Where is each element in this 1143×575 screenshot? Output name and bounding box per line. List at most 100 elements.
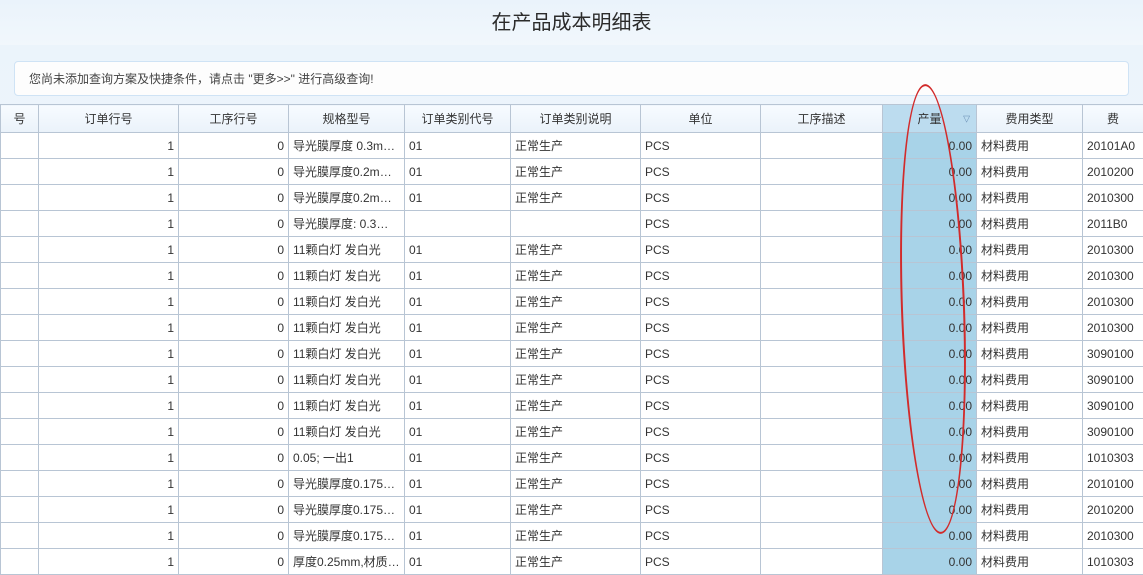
cell-col4: 01 [405, 393, 511, 419]
col-header-col0[interactable]: 号 [1, 105, 39, 133]
cell-col4: 01 [405, 523, 511, 549]
cell-col10: 2010200 [1083, 159, 1143, 185]
cell-col8: 0.00 [883, 549, 977, 575]
table-row[interactable]: 1011颗白灯 发白光01正常生产PCS0.00材料费用2010300 [1, 237, 1143, 263]
table-row[interactable]: 10导光膜厚度: 0.3…PCS0.00材料费用2011B0 [1, 211, 1143, 237]
table-row[interactable]: 10导光膜厚度0.175…01正常生产PCS0.00材料费用2010200 [1, 497, 1143, 523]
cell-col9: 材料费用 [977, 263, 1083, 289]
cell-col1: 1 [39, 445, 179, 471]
cell-col7 [761, 419, 883, 445]
cell-col8: 0.00 [883, 393, 977, 419]
cell-col5: 正常生产 [511, 289, 641, 315]
cell-col9: 材料费用 [977, 211, 1083, 237]
cell-col5: 正常生产 [511, 133, 641, 159]
cell-col0 [1, 133, 39, 159]
table-row[interactable]: 10导光膜厚度0.175…01正常生产PCS0.00材料费用2010300 [1, 523, 1143, 549]
table-row[interactable]: 1011颗白灯 发白光01正常生产PCS0.00材料费用2010300 [1, 263, 1143, 289]
col-header-col7[interactable]: 工序描述 [761, 105, 883, 133]
cell-col6: PCS [641, 419, 761, 445]
page-title: 在产品成本明细表 [0, 0, 1143, 45]
cell-col0 [1, 263, 39, 289]
col-header-col1[interactable]: 订单行号 [39, 105, 179, 133]
cell-col9: 材料费用 [977, 497, 1083, 523]
cell-col8: 0.00 [883, 445, 977, 471]
col-header-col5[interactable]: 订单类别说明 [511, 105, 641, 133]
cell-col7 [761, 523, 883, 549]
cell-col5: 正常生产 [511, 445, 641, 471]
cell-col5: 正常生产 [511, 549, 641, 575]
cell-col7 [761, 159, 883, 185]
data-table-wrap: 号订单行号工序行号规格型号订单类别代号订单类别说明单位工序描述产量▽费用类型费 … [0, 104, 1143, 575]
table-row[interactable]: 1011颗白灯 发白光01正常生产PCS0.00材料费用2010300 [1, 315, 1143, 341]
cell-col3: 11颗白灯 发白光 [289, 367, 405, 393]
cell-col1: 1 [39, 341, 179, 367]
cell-col4: 01 [405, 419, 511, 445]
cell-col10: 2010300 [1083, 523, 1143, 549]
table-row[interactable]: 1011颗白灯 发白光01正常生产PCS0.00材料费用3090100 [1, 341, 1143, 367]
table-row[interactable]: 10导光膜厚度 0.3m…01正常生产PCS0.00材料费用20101A0 [1, 133, 1143, 159]
cell-col5: 正常生产 [511, 263, 641, 289]
cell-col3: 0.05; 一出1 [289, 445, 405, 471]
col-header-col4[interactable]: 订单类别代号 [405, 105, 511, 133]
cell-col4: 01 [405, 237, 511, 263]
cell-col10: 2011B0 [1083, 211, 1143, 237]
cell-col8: 0.00 [883, 289, 977, 315]
cell-col1: 1 [39, 523, 179, 549]
cell-col6: PCS [641, 133, 761, 159]
cell-col6: PCS [641, 549, 761, 575]
col-header-col3[interactable]: 规格型号 [289, 105, 405, 133]
cell-col2: 0 [179, 185, 289, 211]
cell-col0 [1, 211, 39, 237]
cell-col4 [405, 211, 511, 237]
cell-col5 [511, 211, 641, 237]
cell-col3: 导光膜厚度 0.3m… [289, 133, 405, 159]
cell-col8: 0.00 [883, 367, 977, 393]
col-header-col8[interactable]: 产量▽ [883, 105, 977, 133]
cell-col3: 11颗白灯 发白光 [289, 263, 405, 289]
col-header-col2[interactable]: 工序行号 [179, 105, 289, 133]
cell-col1: 1 [39, 211, 179, 237]
col-header-label: 产量 [917, 112, 941, 126]
cell-col4: 01 [405, 315, 511, 341]
col-header-col6[interactable]: 单位 [641, 105, 761, 133]
cell-col6: PCS [641, 471, 761, 497]
col-header-label: 工序描述 [797, 112, 845, 126]
table-row[interactable]: 1011颗白灯 发白光01正常生产PCS0.00材料费用3090100 [1, 367, 1143, 393]
col-header-col9[interactable]: 费用类型 [977, 105, 1083, 133]
cell-col9: 材料费用 [977, 523, 1083, 549]
table-row[interactable]: 1011颗白灯 发白光01正常生产PCS0.00材料费用2010300 [1, 289, 1143, 315]
cell-col3: 导光膜厚度0.2mm… [289, 159, 405, 185]
cell-col0 [1, 289, 39, 315]
table-row[interactable]: 100.05; 一出101正常生产PCS0.00材料费用1010303 [1, 445, 1143, 471]
table-row[interactable]: 10导光膜厚度0.2mm…01正常生产PCS0.00材料费用2010300 [1, 185, 1143, 211]
cell-col6: PCS [641, 211, 761, 237]
cell-col3: 11颗白灯 发白光 [289, 393, 405, 419]
cell-col4: 01 [405, 133, 511, 159]
cell-col0 [1, 471, 39, 497]
table-row[interactable]: 1011颗白灯 发白光01正常生产PCS0.00材料费用3090100 [1, 393, 1143, 419]
cell-col8: 0.00 [883, 263, 977, 289]
cell-col6: PCS [641, 445, 761, 471]
col-header-label: 订单类别说明 [539, 112, 611, 126]
table-row[interactable]: 1011颗白灯 发白光01正常生产PCS0.00材料费用3090100 [1, 419, 1143, 445]
cell-col3: 导光膜厚度: 0.3… [289, 211, 405, 237]
cell-col8: 0.00 [883, 211, 977, 237]
cell-col6: PCS [641, 159, 761, 185]
cell-col8: 0.00 [883, 315, 977, 341]
cell-col8: 0.00 [883, 133, 977, 159]
cell-col9: 材料费用 [977, 367, 1083, 393]
cell-col8: 0.00 [883, 237, 977, 263]
table-row[interactable]: 10厚度0.25mm,材质…01正常生产PCS0.00材料费用1010303 [1, 549, 1143, 575]
col-header-col10[interactable]: 费 [1083, 105, 1143, 133]
cell-col0 [1, 185, 39, 211]
query-hint-bar[interactable]: 您尚未添加查询方案及快捷条件，请点击 "更多>>" 进行高级查询! [14, 61, 1129, 96]
cell-col5: 正常生产 [511, 237, 641, 263]
cell-col2: 0 [179, 419, 289, 445]
col-header-label: 工序行号 [209, 112, 257, 126]
cell-col1: 1 [39, 471, 179, 497]
table-row[interactable]: 10导光膜厚度0.2mm…01正常生产PCS0.00材料费用2010200 [1, 159, 1143, 185]
cell-col9: 材料费用 [977, 445, 1083, 471]
cell-col10: 2010200 [1083, 497, 1143, 523]
cell-col2: 0 [179, 367, 289, 393]
table-row[interactable]: 10导光膜厚度0.175…01正常生产PCS0.00材料费用2010100 [1, 471, 1143, 497]
